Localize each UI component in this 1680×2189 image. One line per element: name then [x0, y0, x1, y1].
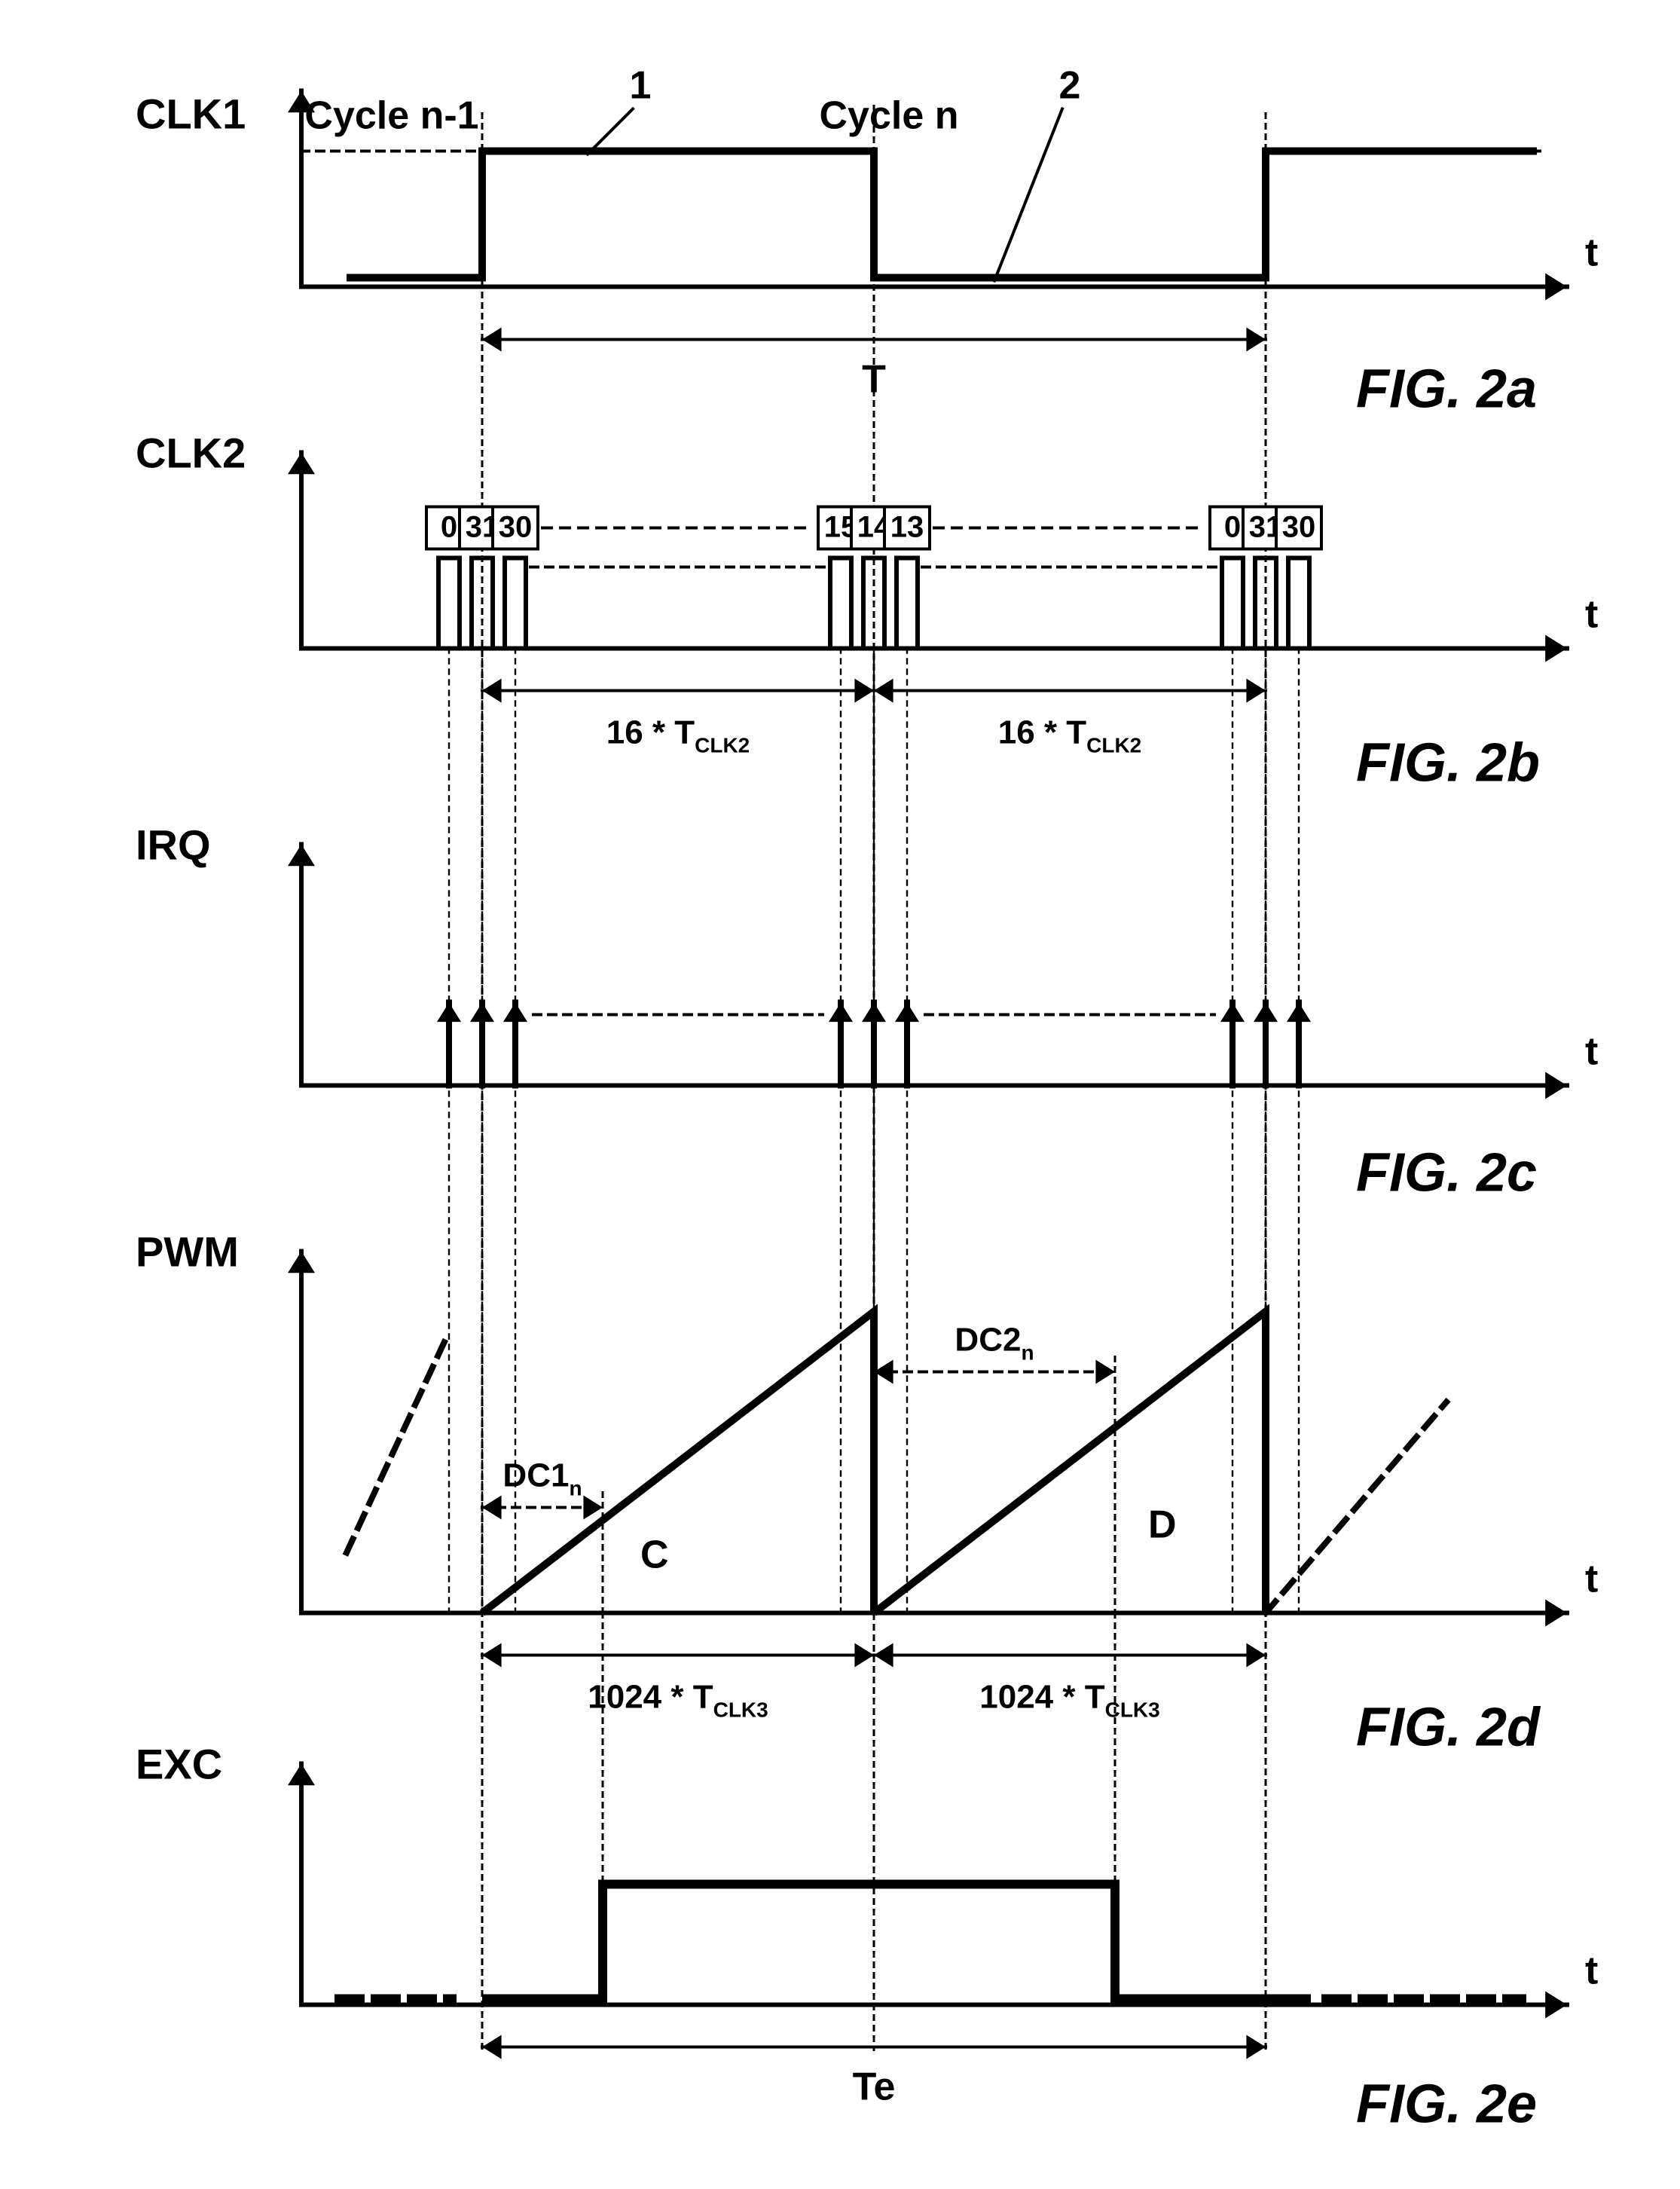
panel-irq: IRQ t FIG. 2c	[136, 821, 1598, 1203]
svg-text:0: 0	[441, 511, 457, 544]
panel-exc: EXC t Te FIG. 2e	[136, 1613, 1598, 2135]
svg-text:0: 0	[1224, 511, 1241, 544]
panel-clk1: CLK1 t Cycle n-1 Cycle n 1 2 T FIG. 2a	[136, 64, 1598, 420]
svg-text:13: 13	[890, 511, 924, 544]
svg-text:t: t	[1585, 593, 1598, 637]
svg-text:30: 30	[499, 511, 533, 544]
svg-text:DC2n: DC2n	[955, 1322, 1034, 1365]
svg-text:CLK2: CLK2	[136, 430, 246, 477]
svg-text:Cycle n: Cycle n	[820, 94, 959, 138]
svg-text:FIG. 2c: FIG. 2c	[1356, 1143, 1537, 1203]
svg-text:16 * TCLK2: 16 * TCLK2	[606, 714, 750, 757]
svg-text:PWM: PWM	[136, 1228, 239, 1276]
svg-text:1: 1	[630, 64, 652, 108]
svg-text:30: 30	[1282, 511, 1316, 544]
svg-text:C: C	[640, 1533, 669, 1577]
svg-text:D: D	[1148, 1503, 1177, 1547]
svg-text:Te: Te	[853, 2065, 896, 2109]
svg-text:2: 2	[1059, 64, 1081, 108]
svg-text:Cycle n-1: Cycle n-1	[304, 94, 478, 138]
svg-text:CLK1: CLK1	[136, 90, 246, 138]
svg-text:FIG. 2d: FIG. 2d	[1356, 1698, 1541, 1758]
svg-text:t: t	[1585, 1558, 1598, 1601]
svg-text:t: t	[1585, 1949, 1598, 1993]
timing-diagram: CLK1tCycle n-1Cycle n12TFIG. 2aCLK2t0313…	[30, 30, 1680, 2159]
svg-text:FIG. 2b: FIG. 2b	[1356, 733, 1540, 793]
svg-text:1024 * TCLK3: 1024 * TCLK3	[979, 1679, 1159, 1722]
svg-text:1024 * TCLK3: 1024 * TCLK3	[588, 1679, 768, 1722]
svg-text:t: t	[1585, 1030, 1598, 1074]
svg-text:16 * TCLK2: 16 * TCLK2	[998, 714, 1142, 757]
panel-pwm: PWM t DC1n C DC2n D 1024 * TCLK3 1024 * TCLK3 FI…	[136, 1228, 1598, 1758]
svg-text:T: T	[862, 358, 886, 402]
svg-text:FIG. 2e: FIG. 2e	[1356, 2074, 1537, 2135]
svg-text:EXC: EXC	[136, 1741, 222, 1788]
svg-text:t: t	[1585, 231, 1598, 275]
svg-text:IRQ: IRQ	[136, 821, 211, 869]
svg-text:DC1n: DC1n	[502, 1457, 582, 1500]
svg-text:FIG. 2a: FIG. 2a	[1356, 359, 1537, 420]
